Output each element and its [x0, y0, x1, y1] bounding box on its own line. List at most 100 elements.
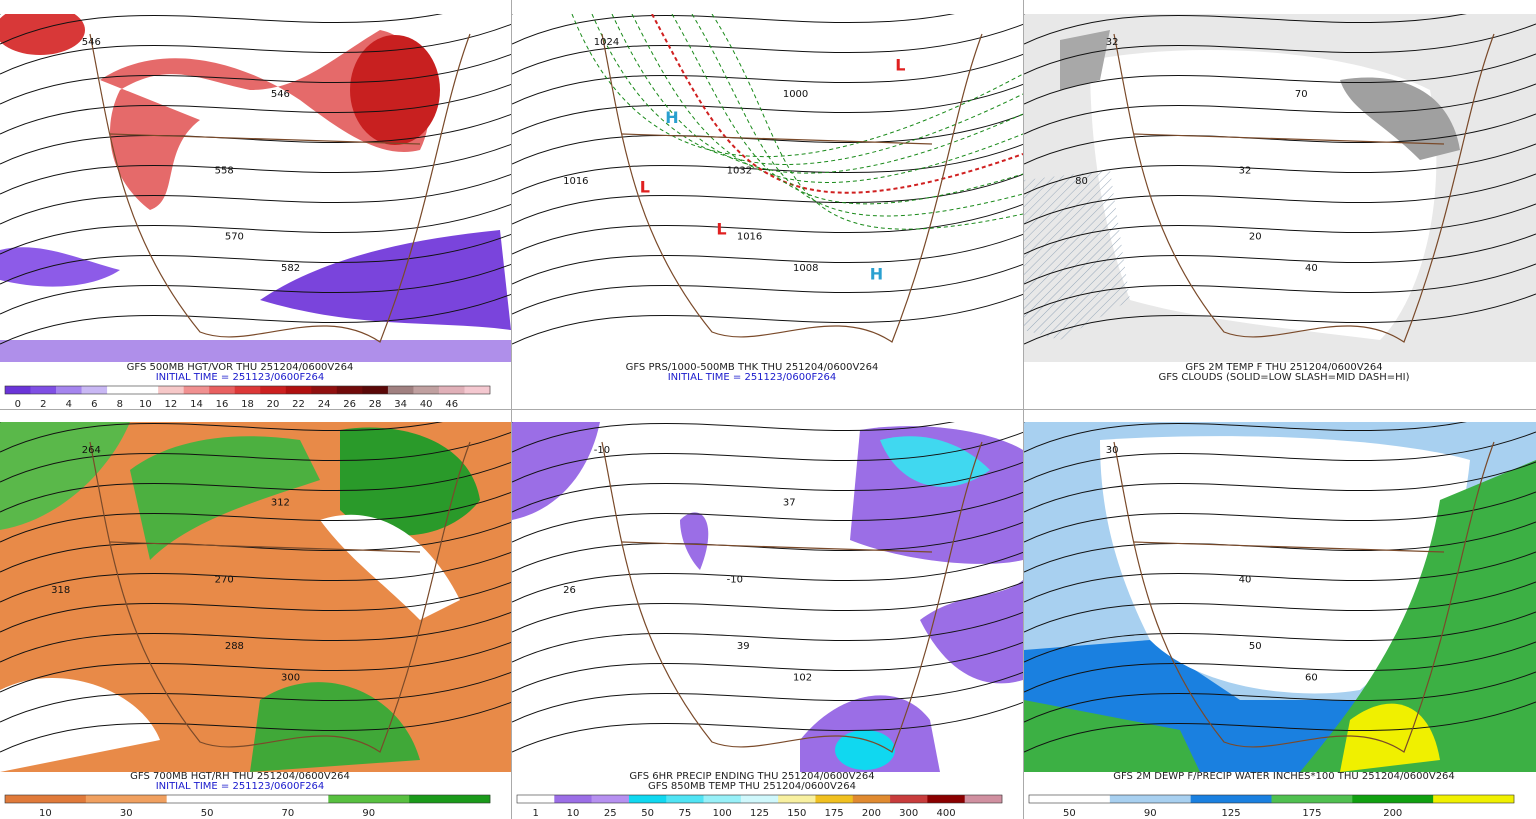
contour: [0, 551, 511, 603]
contour: [1024, 233, 1536, 285]
colorbar-swatch: [81, 386, 108, 394]
colorbar-label: 70: [282, 808, 295, 819]
colorbar-label: 10: [39, 808, 52, 819]
colorbar-label: 400: [936, 808, 955, 819]
colorbar-swatch: [247, 795, 329, 803]
colorbar-frame: [4, 794, 491, 804]
border: [109, 133, 421, 145]
contour: [0, 521, 511, 573]
contour: [512, 641, 1023, 693]
colorbar-label: 25: [604, 808, 617, 819]
contour: [512, 203, 1023, 255]
panel-title: GFS 2M DEWP F/PRECIP WATER INCHES*100 TH…: [1113, 771, 1455, 782]
contour: [512, 422, 956, 453]
map-label: 70: [1295, 89, 1308, 100]
colorbar-label: 12: [165, 399, 178, 410]
colorbar-swatch: [107, 386, 133, 394]
map-label: L: [716, 219, 726, 238]
colorbar-swatch: [234, 386, 261, 394]
contour: [512, 671, 1023, 723]
colorbar-label: 200: [1383, 808, 1402, 819]
contour: [512, 611, 1023, 663]
colorbar-label: 10: [139, 399, 152, 410]
contour: [512, 83, 1023, 135]
colorbar-frame: [1028, 794, 1515, 804]
colorbar-label: 28: [369, 399, 382, 410]
contour: [512, 701, 1023, 753]
contour: [1024, 671, 1536, 723]
colorbar-swatch: [1433, 795, 1515, 803]
map-label: 1032: [727, 166, 752, 177]
map-label: H: [870, 265, 883, 284]
contour: [0, 611, 511, 663]
contour: [0, 431, 511, 483]
thickness-contour: [591, 14, 1023, 165]
colorbar-label: 50: [1063, 808, 1076, 819]
contour: [0, 293, 511, 345]
colorbar-swatch: [964, 795, 1003, 803]
colorbar-swatch: [1109, 795, 1191, 803]
coastline: [601, 441, 983, 753]
colorbar-swatch: [336, 386, 363, 394]
colorbar-label: 125: [750, 808, 769, 819]
colorbar-swatch: [703, 795, 742, 803]
thickness-contour: [671, 14, 1023, 205]
contour: [0, 83, 511, 135]
colorbar-label: 0: [15, 399, 21, 410]
map-label: 80: [1075, 176, 1088, 187]
map-label: 546: [82, 37, 101, 48]
colorbar-swatch: [740, 795, 779, 803]
contour: [1024, 53, 1536, 105]
contour: [0, 263, 511, 315]
contour: [512, 173, 1023, 225]
contour: [512, 14, 514, 15]
colorbar-label: 50: [201, 808, 214, 819]
contour: [0, 14, 444, 45]
map-label: 26: [563, 585, 576, 596]
map-label: 300: [281, 673, 300, 684]
colorbar-swatch: [1029, 795, 1111, 803]
contour: [0, 203, 511, 255]
panel-title: GFS 500MB HGT/VOR THU 251204/0600V264: [127, 362, 354, 373]
map-label: 32: [1106, 37, 1119, 48]
contour: [1024, 521, 1536, 573]
panel-subtitle: INITIAL TIME = 251123/0600F264: [156, 372, 325, 383]
contour: [0, 53, 511, 105]
contour: [1024, 83, 1536, 135]
colorbar-swatch: [158, 386, 184, 394]
colorbar-swatch: [1190, 795, 1272, 803]
colorbar-label: 200: [862, 808, 881, 819]
contour: [1024, 293, 1536, 345]
contour: [1024, 143, 1536, 195]
border: [621, 541, 933, 553]
contour: [1024, 611, 1536, 663]
colorbar-label: 40: [420, 399, 433, 410]
map-label: 570: [225, 232, 244, 243]
colorbar-label: 30: [120, 808, 133, 819]
contour: [512, 431, 1023, 483]
colorbar-label: 24: [318, 399, 331, 410]
panel-title: GFS 700MB HGT/RH THU 251204/0600V264: [130, 771, 350, 782]
map-label: 312: [271, 498, 290, 509]
colorbar-label: 2: [40, 399, 46, 410]
contour: [512, 113, 1023, 165]
contour: [0, 671, 511, 723]
colorbar-label: 300: [899, 808, 918, 819]
contour: [1024, 581, 1536, 633]
border: [109, 541, 421, 553]
colorbar-swatch: [815, 795, 854, 803]
colorbar-frame: [516, 794, 1003, 804]
map-label: -10: [594, 445, 610, 456]
contour: [512, 23, 1023, 75]
colorbar-swatch: [852, 795, 891, 803]
contour: [1024, 14, 1468, 45]
map-label: 40: [1305, 263, 1318, 274]
thickness-contour: [631, 14, 1023, 183]
colorbar-label: 18: [241, 399, 254, 410]
map-label: 37: [783, 498, 796, 509]
contour: [0, 23, 511, 75]
colorbar-label: 14: [190, 399, 203, 410]
panel-title: GFS CLOUDS (SOLID=LOW SLASH=MID DASH=HI): [1158, 372, 1409, 383]
contour: [1024, 701, 1536, 753]
colorbar-swatch: [1352, 795, 1434, 803]
